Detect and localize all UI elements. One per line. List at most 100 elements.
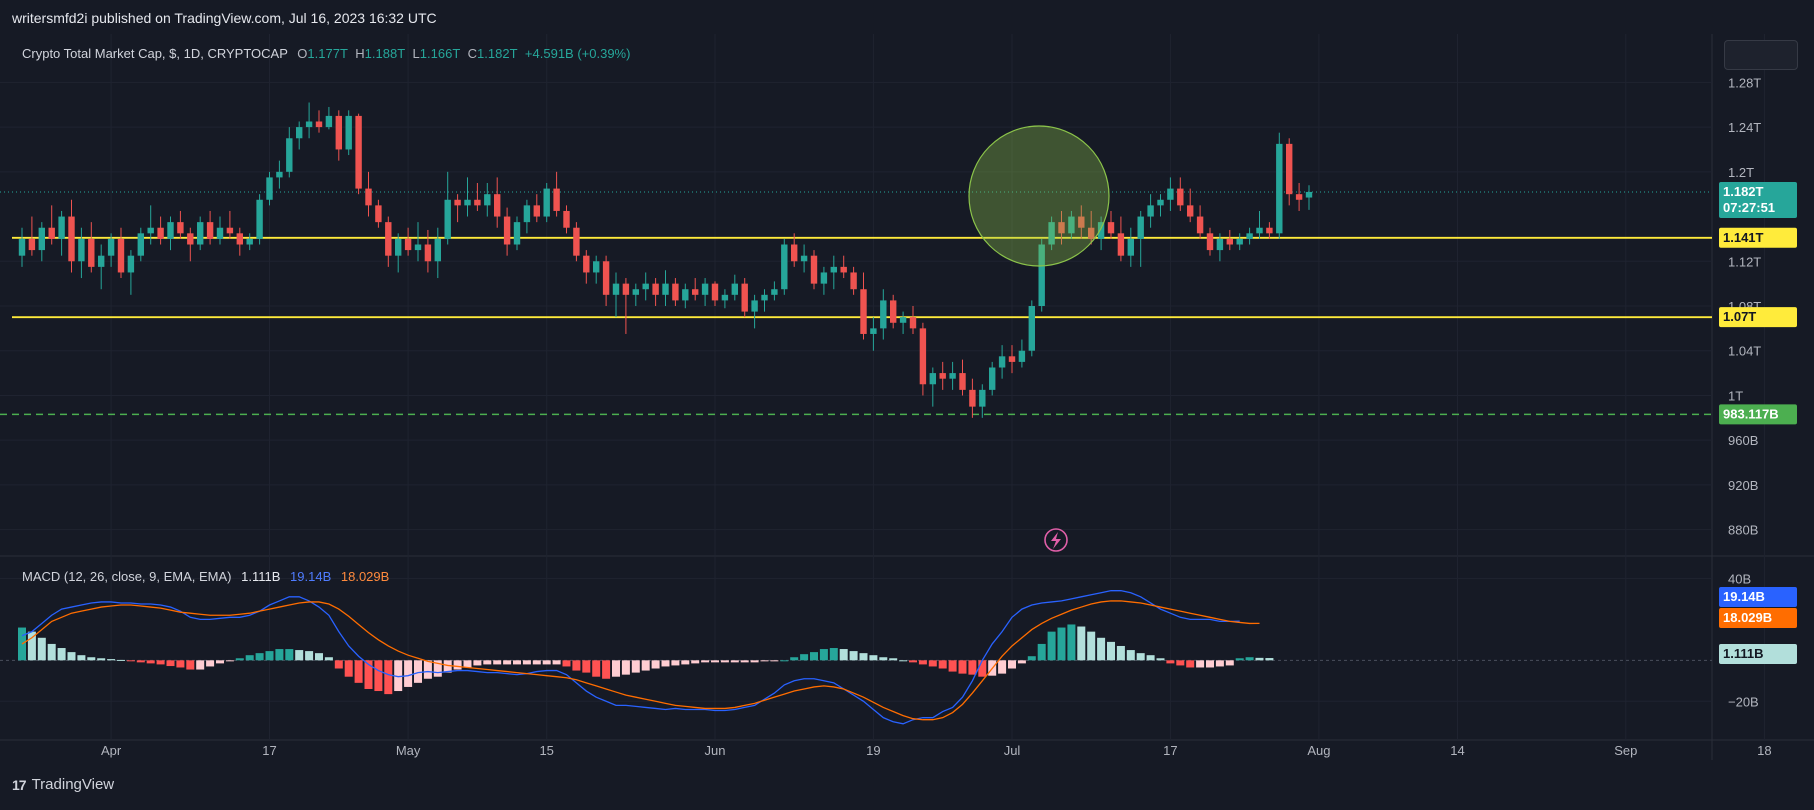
candle-body[interactable] (68, 216, 75, 262)
candle-body[interactable] (1127, 238, 1134, 256)
candle-body[interactable] (1028, 306, 1035, 351)
candle-body[interactable] (414, 244, 422, 251)
candle-body[interactable] (523, 205, 531, 223)
symbol-title[interactable]: Crypto Total Market Cap, $, 1D, CRYPTOCA… (22, 46, 288, 61)
candle-body[interactable] (1276, 143, 1283, 234)
candle-body[interactable] (88, 238, 95, 267)
candle-body[interactable] (375, 205, 382, 223)
candle-body[interactable] (1117, 233, 1125, 256)
candle-body[interactable] (494, 194, 501, 217)
candle-body[interactable] (1305, 191, 1313, 198)
candle-body[interactable] (840, 266, 847, 273)
chart-control-box[interactable] (1724, 40, 1798, 70)
candle-body[interactable] (1246, 233, 1253, 239)
candle-body[interactable] (1226, 238, 1233, 245)
candle-body[interactable] (464, 199, 471, 206)
candle-body[interactable] (266, 177, 273, 200)
candle-body[interactable] (741, 283, 748, 312)
candle-body[interactable] (721, 294, 729, 301)
candle-body[interactable] (286, 138, 293, 172)
candle-body[interactable] (216, 227, 224, 239)
candle-body[interactable] (1177, 188, 1184, 206)
candle-body[interactable] (276, 171, 283, 178)
candle-body[interactable] (513, 222, 521, 245)
candle-body[interactable] (622, 283, 630, 295)
candle-body[interactable] (810, 255, 818, 284)
candle-body[interactable] (602, 261, 610, 295)
candle-body[interactable] (1097, 222, 1105, 239)
candle-body[interactable] (642, 283, 649, 290)
candle-body[interactable] (503, 216, 511, 245)
candle-body[interactable] (1196, 216, 1204, 234)
candle-body[interactable] (1216, 238, 1224, 251)
candle-body[interactable] (434, 238, 441, 262)
candle-body[interactable] (800, 255, 808, 262)
candle-body[interactable] (28, 238, 36, 251)
candle-body[interactable] (98, 255, 105, 267)
candle-body[interactable] (78, 238, 85, 262)
candle-body[interactable] (761, 294, 768, 301)
candle-body[interactable] (820, 272, 828, 284)
candle-body[interactable] (701, 283, 709, 295)
candle-body[interactable] (1137, 216, 1144, 239)
candle-body[interactable] (860, 289, 867, 334)
candle-body[interactable] (38, 227, 45, 251)
candle-body[interactable] (909, 317, 917, 329)
candle-body[interactable] (325, 115, 333, 128)
candle-body[interactable] (315, 121, 323, 128)
candle-body[interactable] (979, 389, 986, 407)
candle-body[interactable] (1167, 188, 1174, 200)
candle-body[interactable] (533, 205, 540, 217)
lightning-icon[interactable] (1044, 528, 1068, 552)
candle-body[interactable] (731, 283, 738, 295)
candle-body[interactable] (870, 328, 877, 334)
candle-body[interactable] (969, 389, 976, 407)
candle-body[interactable] (781, 244, 788, 290)
candle-body[interactable] (711, 283, 719, 301)
candle-body[interactable] (1107, 222, 1115, 234)
candle-body[interactable] (365, 188, 372, 206)
candle-body[interactable] (296, 127, 303, 139)
candle-body[interactable] (206, 222, 214, 239)
candle-body[interactable] (444, 199, 451, 239)
candle-body[interactable] (246, 238, 253, 245)
candle-body[interactable] (1147, 205, 1154, 217)
candle-body[interactable] (919, 328, 927, 385)
candle-body[interactable] (692, 289, 699, 295)
support-badge-2[interactable]: 1.07T (1719, 307, 1797, 328)
candle-body[interactable] (791, 244, 798, 262)
candle-body[interactable] (1058, 222, 1065, 234)
signal-badge[interactable]: 18.029B (1719, 608, 1797, 628)
candle-body[interactable] (1078, 216, 1085, 228)
candle-body[interactable] (1048, 222, 1055, 245)
candle-body[interactable] (1157, 199, 1164, 206)
highlight-circle[interactable] (968, 125, 1110, 267)
candle-body[interactable] (959, 373, 966, 390)
candle-body[interactable] (553, 188, 560, 211)
histogram-badge[interactable]: 1.111B (1719, 644, 1797, 664)
candle-body[interactable] (345, 115, 352, 150)
candle-body[interactable] (632, 289, 639, 295)
candle-body[interactable] (830, 266, 837, 273)
candle-body[interactable] (1206, 233, 1214, 251)
candle-body[interactable] (1018, 350, 1026, 362)
candle-body[interactable] (652, 283, 659, 295)
candle-body[interactable] (484, 194, 491, 206)
candle-body[interactable] (1038, 244, 1045, 307)
candle-body[interactable] (236, 233, 243, 245)
candle-body[interactable] (662, 283, 669, 295)
candle-body[interactable] (1266, 227, 1273, 234)
candle-body[interactable] (899, 317, 907, 323)
candle-body[interactable] (543, 188, 550, 217)
candle-body[interactable] (157, 227, 164, 239)
candle-body[interactable] (454, 199, 461, 206)
candle-body[interactable] (474, 199, 481, 206)
candle-body[interactable] (771, 289, 778, 295)
candle-body[interactable] (117, 238, 125, 273)
candle-body[interactable] (682, 289, 689, 301)
candle-body[interactable] (385, 222, 392, 256)
candle-body[interactable] (305, 121, 313, 128)
